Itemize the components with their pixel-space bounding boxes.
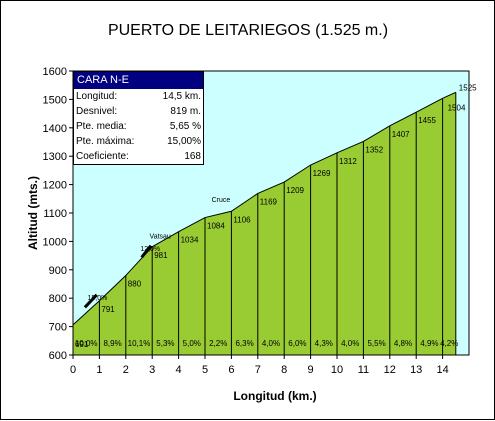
info-value: 819 m. — [170, 106, 201, 117]
grade-label: 5,5% — [367, 339, 385, 348]
profile-area — [73, 92, 456, 356]
x-tick-label: 14 — [436, 364, 448, 376]
elevation-label: 1504 — [448, 103, 466, 112]
x-tick-label: 10 — [331, 364, 343, 376]
grade-label: 4,0% — [262, 339, 280, 348]
x-tick-label: 1 — [96, 364, 102, 376]
elevation-label: 880 — [128, 279, 142, 288]
x-tick-label: 2 — [123, 364, 129, 376]
grade-label: 4,8% — [394, 339, 412, 348]
chart-annotation: Vatsau — [150, 233, 171, 240]
info-value: 14,5 km. — [162, 91, 201, 102]
grade-label: 8,9% — [103, 339, 121, 348]
grade-label: 4,9% — [420, 339, 438, 348]
chart-annotation: 12,0% — [140, 246, 160, 253]
y-tick-label: 1500 — [43, 94, 67, 106]
grade-label: 5,3% — [156, 339, 174, 348]
x-tick-label: 11 — [358, 364, 369, 376]
chart-title: PUERTO DE LEITARIEGOS (1.525 m.) — [108, 22, 388, 39]
grade-label: 4,3% — [315, 339, 333, 348]
info-label: Longitud: — [76, 91, 118, 102]
steep-ramp-mark — [140, 244, 153, 259]
y-tick-label: 1200 — [43, 180, 67, 192]
info-row-max-grade: Pte. máxima: 15,00% — [74, 134, 203, 149]
elevation-label: 1034 — [181, 236, 199, 245]
grade-label: 6,0% — [288, 339, 306, 348]
elevation-label: 691 — [75, 340, 89, 349]
elevation-label: 1525 — [459, 83, 477, 92]
y-tick-label: 1600 — [43, 66, 67, 78]
elevation-label: 981 — [154, 251, 168, 260]
x-tick-label: 3 — [149, 364, 155, 376]
y-tick-label: 900 — [49, 265, 67, 277]
y-tick-label: 1100 — [43, 208, 67, 220]
info-value: 5,65 % — [169, 121, 201, 132]
elevation-label: 1269 — [313, 169, 331, 178]
info-label: Pte. media: — [76, 121, 127, 132]
x-tick-label: 6 — [228, 364, 234, 376]
grade-label: 2,2% — [209, 339, 227, 348]
grade-label: 4,2% — [440, 339, 458, 348]
elevation-label: 1352 — [365, 145, 383, 154]
y-axis-title: Altitud (mts.) — [26, 176, 40, 250]
x-tick-label: 5 — [202, 364, 208, 376]
elevation-label: 1407 — [392, 130, 410, 139]
elevation-label: 1084 — [207, 222, 225, 231]
x-tick-label: 0 — [70, 364, 76, 376]
elevation-label: 1209 — [286, 186, 304, 195]
y-tick-label: 800 — [49, 293, 67, 305]
grade-label: 10,0% — [75, 339, 98, 348]
grade-label: 5,0% — [183, 339, 201, 348]
elevation-label: 1106 — [233, 215, 251, 224]
y-tick-label: 700 — [49, 322, 67, 334]
chart-annotation: 15,0% — [88, 295, 108, 302]
y-tick-label: 600 — [49, 350, 67, 362]
elevation-label: 1312 — [339, 157, 357, 166]
steep-ramp-mark — [83, 293, 98, 309]
elevation-label: 791 — [101, 305, 115, 314]
y-tick-label: 1400 — [43, 123, 67, 135]
x-tick-label: 7 — [255, 364, 261, 376]
info-label: Desnivel: — [76, 106, 118, 117]
info-value: 168 — [184, 151, 201, 162]
info-row-coefficient: Coeficiente: 168 — [74, 149, 203, 164]
info-label: Pte. máxima: — [76, 136, 135, 147]
x-tick-label: 9 — [308, 364, 314, 376]
x-tick-label: 4 — [176, 364, 182, 376]
elevation-label: 1455 — [418, 116, 436, 125]
info-value: 15,00% — [167, 136, 201, 147]
info-row-length: Longitud: 14,5 km. — [74, 89, 203, 104]
info-box-title: CARA N-E — [74, 72, 203, 89]
grade-label: 10,1% — [128, 339, 151, 348]
x-tick-label: 8 — [281, 364, 287, 376]
profile-line — [72, 91, 457, 326]
grade-label: 4,0% — [341, 339, 359, 348]
info-row-avg-grade: Pte. media: 5,65 % — [74, 119, 203, 134]
x-axis-title: Longitud (km.) — [233, 389, 316, 403]
grade-label: 6,3% — [235, 339, 253, 348]
info-label: Coeficiente: — [76, 151, 129, 162]
y-tick-label: 1300 — [43, 151, 67, 163]
y-tick-label: 1000 — [43, 236, 67, 248]
x-tick-label: 13 — [410, 364, 422, 376]
info-row-climb: Desnivel: 819 m. — [74, 104, 203, 119]
info-box: CARA N-E Longitud: 14,5 km. Desnivel: 81… — [73, 71, 204, 165]
x-tick-label: 12 — [384, 364, 396, 376]
chart-annotation: Cruce — [212, 197, 231, 204]
elevation-label: 1169 — [260, 197, 278, 206]
